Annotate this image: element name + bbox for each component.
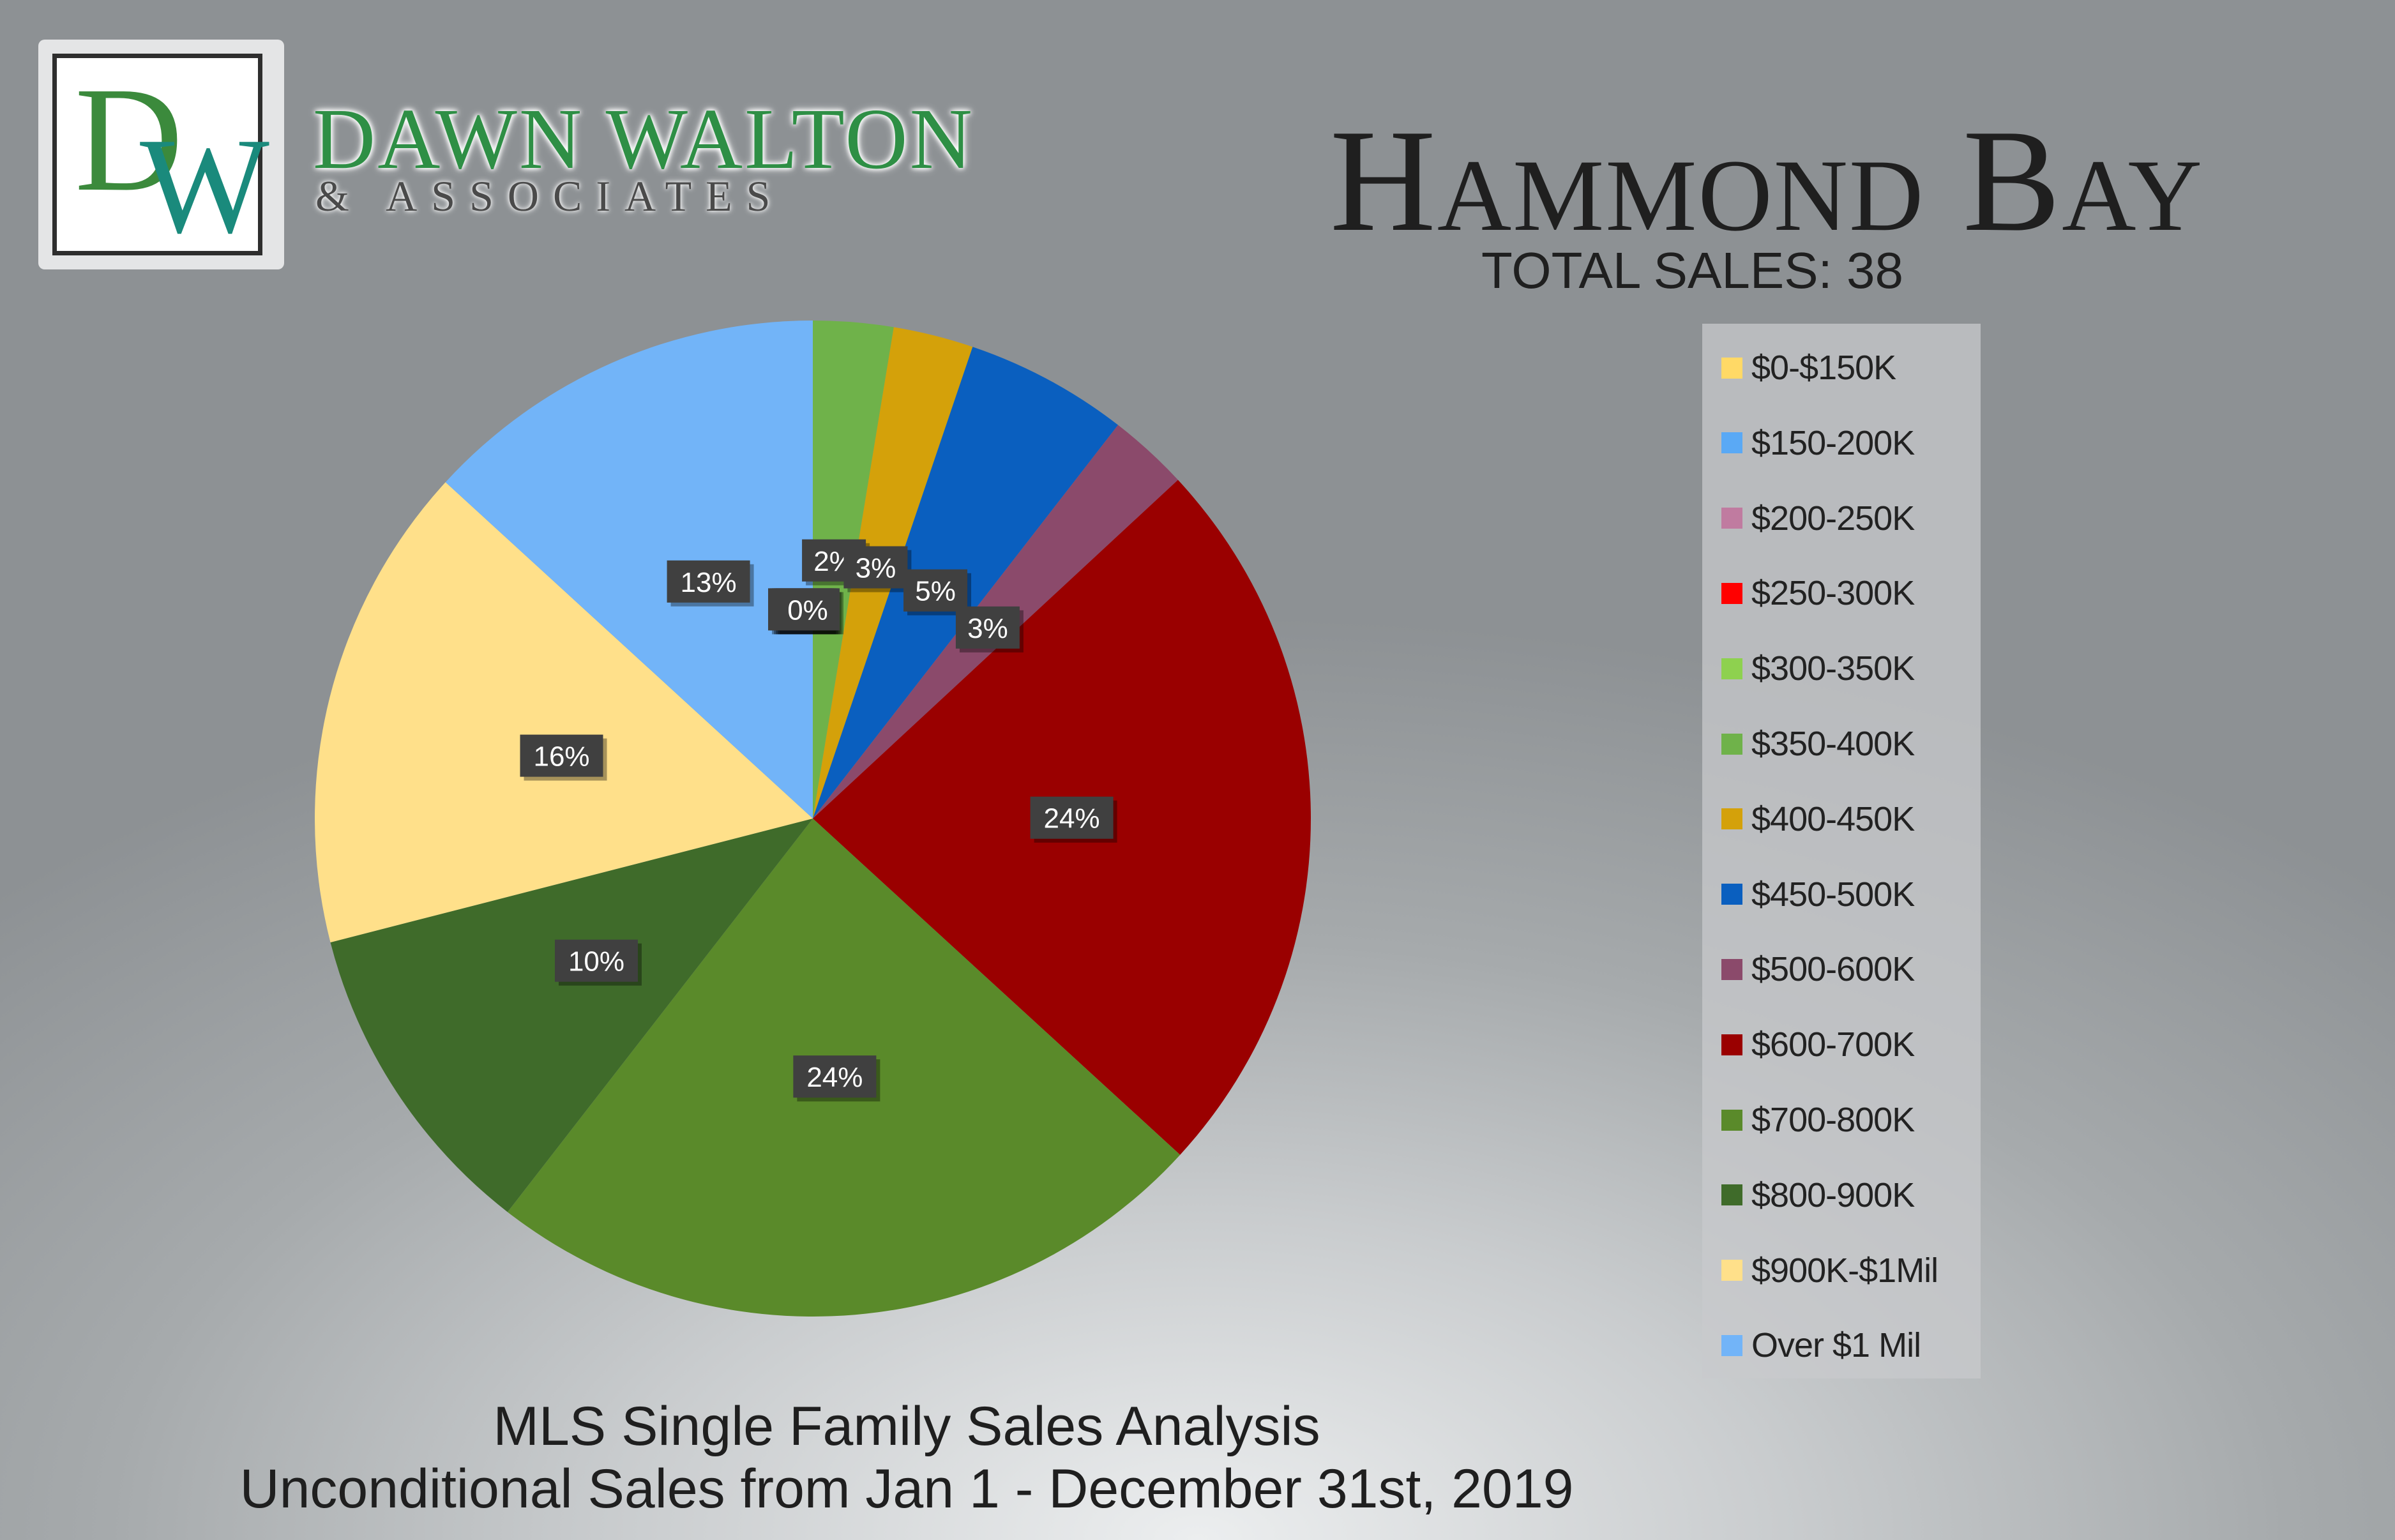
legend-label: $350-400K: [1751, 725, 1915, 763]
total-sales: TOTAL SALES: 38: [1481, 242, 1903, 299]
legend-item-700-800k: $700-800K: [1721, 1098, 1915, 1142]
legend-swatch: [1721, 958, 1742, 980]
logo-frame: D W: [52, 54, 269, 255]
legend-item-250-300k: $250-300K: [1721, 571, 1915, 615]
brand-subtitle: & ASSOCIATES: [315, 172, 785, 220]
legend-label: $300-350K: [1751, 649, 1915, 688]
footer-title: MLS Single Family Sales Analysis: [493, 1396, 1320, 1457]
legend-label: $200-250K: [1751, 499, 1915, 538]
chart-legend: $0-$150K $150-200K $200-250K $250-300K $300-…: [1702, 324, 1981, 1378]
data-label-700-800k: 24%: [793, 1055, 880, 1102]
legend-item-400-450k: $400-450K: [1721, 797, 1915, 842]
data-label-500-600k: 3%: [955, 606, 1024, 653]
legend-item-350-400k: $350-400K: [1721, 721, 1915, 766]
legend-swatch: [1721, 1184, 1742, 1206]
legend-item-300-350k: $300-350K: [1721, 646, 1915, 691]
legend-label: $400-450K: [1751, 799, 1915, 838]
legend-item-500-600k: $500-600K: [1721, 947, 1915, 992]
pie-slice-800-900k: [330, 819, 813, 1212]
svg-text:24%: 24%: [1044, 803, 1100, 834]
legend-label: $0-$150K: [1751, 349, 1896, 387]
legend-item-600-700k: $600-700K: [1721, 1022, 1915, 1067]
legend-item-450-500k: $450-500K: [1721, 872, 1915, 917]
legend-swatch: [1721, 1034, 1742, 1055]
pie-slice-900k-1mil: [314, 482, 813, 942]
data-label-800-900k: 10%: [554, 939, 642, 986]
data-label-600-700k: 24%: [1030, 796, 1117, 843]
svg-text:24%: 24%: [806, 1062, 863, 1093]
svg-text:3%: 3%: [967, 613, 1008, 644]
legend-label: $250-300K: [1751, 574, 1915, 613]
svg-text:16%: 16%: [533, 741, 589, 773]
svg-text:13%: 13%: [681, 567, 737, 598]
legend-item-0-150k: $0-$150K: [1721, 345, 1896, 390]
legend-swatch: [1721, 357, 1742, 379]
svg-text:5%: 5%: [915, 576, 956, 607]
legend-label: $450-500K: [1751, 875, 1915, 914]
logo-letter-d: D: [75, 56, 183, 222]
logo-letter-w: W: [140, 109, 269, 262]
legend-item-200-250k: $200-250K: [1721, 496, 1915, 541]
legend-item-800-900k: $800-900K: [1721, 1173, 1915, 1218]
footer-subtitle: Unconditional Sales from Jan 1 - Decembe…: [239, 1458, 1574, 1520]
svg-text:10%: 10%: [568, 946, 624, 978]
data-label-over-1-mil: 13%: [667, 560, 754, 607]
page-title: Hammond Bay: [1329, 99, 2203, 262]
legend-label: $150-200K: [1751, 423, 1915, 462]
legend-swatch: [1721, 733, 1742, 755]
legend-swatch: [1721, 1334, 1742, 1356]
legend-swatch: [1721, 1260, 1742, 1281]
legend-item-150-200k: $150-200K: [1721, 421, 1915, 465]
svg-text:0%: 0%: [787, 594, 828, 626]
pie-slice-over-1-mil: [445, 321, 813, 819]
svg-text:3%: 3%: [856, 553, 896, 584]
legend-swatch: [1721, 884, 1742, 905]
legend-swatch: [1721, 508, 1742, 529]
legend-swatch: [1721, 658, 1742, 679]
legend-label: $700-800K: [1751, 1101, 1915, 1139]
data-label-900k-1mil: 16%: [520, 734, 607, 781]
data-label-400-450k: 3%: [843, 546, 912, 593]
legend-item-over-1-mil: Over $1 Mil: [1721, 1323, 1921, 1368]
legend-swatch: [1721, 582, 1742, 604]
legend-label: $800-900K: [1751, 1175, 1915, 1214]
legend-label: $900K-$1Mil: [1751, 1251, 1938, 1290]
legend-item-900k-1mil: $900K-$1Mil: [1721, 1248, 1938, 1293]
legend-swatch: [1721, 432, 1742, 454]
brand-logo: D W: [38, 40, 284, 269]
legend-swatch: [1721, 808, 1742, 830]
legend-swatch: [1721, 1109, 1742, 1131]
legend-label: $500-600K: [1751, 950, 1915, 989]
legend-label: $600-700K: [1751, 1025, 1915, 1064]
data-label-300-350k: 0%: [776, 588, 843, 635]
brand-name: DAWN WALTON: [313, 91, 974, 187]
legend-label: Over $1 Mil: [1751, 1326, 1921, 1365]
